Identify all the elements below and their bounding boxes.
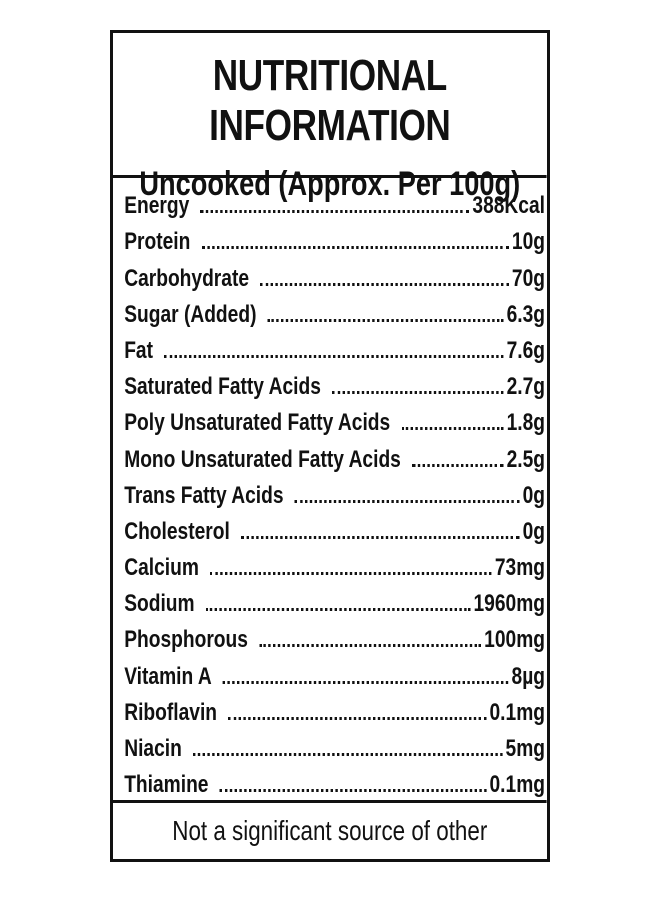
nutrient-name: Riboflavin [124,698,218,726]
dot-leader [205,608,471,612]
nutrient-row: Mono Unsaturated Fatty Acids 2.5g [124,437,546,473]
nutrient-name: Poly Unsaturated Fatty Acids [124,409,391,437]
nutrient-name: Phosphorous [124,626,248,654]
nutrient-value: 8µg [511,662,545,690]
nutrient-row: Phosphorous 100mg [124,618,546,654]
nutrient-row: Vitamin A 8µg [124,654,546,690]
dot-leader [260,282,509,286]
nutrient-row: Thiamine 0.1mg [124,763,546,799]
nutrient-value: 100mg [484,626,545,654]
nutrient-row: Trans Fatty Acids 0g [124,474,546,510]
nutrition-label: NUTRITIONAL INFORMATION Uncooked (Approx… [110,30,550,862]
nutrient-name: Niacin [124,735,182,762]
footer-note: Not a significant source of other micron… [113,800,547,859]
nutrient-row: Riboflavin 0.1mg [124,691,546,727]
nutrient-row: Carbohydrate 70g [124,256,546,292]
nutrient-name: Cholesterol [124,517,230,545]
nutrient-name: Saturated Fatty Acids [124,373,321,401]
header: NUTRITIONAL INFORMATION Uncooked (Approx… [113,33,547,203]
nutrient-name: Thiamine [124,771,209,799]
nutrient-name: Sodium [124,590,195,618]
dot-leader [259,644,481,648]
dot-leader [210,572,492,576]
dot-leader [193,753,503,756]
dot-leader [267,318,504,322]
nutrient-value: 388Kcal [472,192,545,220]
dot-leader [401,427,504,431]
dot-leader [228,716,487,720]
nutrient-name: Trans Fatty Acids [124,481,284,509]
nutrient-name: Sugar (Added) [124,300,257,328]
dot-leader [164,354,504,358]
nutrient-table: Energy 388Kcal Protein 10g Carbohydrate 70g Su… [113,178,547,800]
nutrient-name: Carbohydrate [124,264,250,292]
nutrient-row: Protein 10g [124,220,546,256]
dot-leader [332,391,504,395]
dot-leader [200,210,470,214]
nutrient-row: Cholesterol 0g [124,510,546,546]
nutrient-name: Vitamin A [124,662,212,690]
dot-leader [241,535,520,539]
nutrient-value: 0.1mg [489,698,546,726]
nutrient-value: 6.3g [506,300,545,328]
nutrient-value: 5mg [505,735,545,762]
nutrient-value: 1.8g [506,409,545,437]
nutrient-value: 0g [522,481,545,509]
label-content: NUTRITIONAL INFORMATION Uncooked (Approx… [113,33,547,859]
dot-leader [412,463,504,467]
nutrient-name: Protein [124,228,191,256]
dot-leader [201,246,509,250]
nutrient-row: Calcium 73mg [124,546,546,582]
nutrient-value: 1960mg [473,590,545,618]
nutrient-row: Energy 388Kcal [124,184,546,220]
nutrient-value: 73mg [494,554,545,582]
subtitle: Uncooked (Approx. Per 100g) [139,165,521,203]
nutrient-row: Sugar (Added) 6.3g [124,293,546,329]
title: NUTRITIONAL INFORMATION [209,51,451,150]
nutrient-value: 2.7g [506,373,545,401]
nutrient-value: 70g [511,264,545,292]
nutrient-row: Fat 7.6g [124,329,546,365]
nutrient-value: 7.6g [506,336,545,364]
nutrient-row: Niacin 5mg [124,727,546,763]
dot-leader [219,789,487,793]
nutrient-value: 0.1mg [489,771,546,799]
nutrient-row: Saturated Fatty Acids 2.7g [124,365,546,401]
nutrient-value: 0g [522,517,545,545]
nutrient-value: 10g [511,228,545,256]
nutrient-name: Calcium [124,554,199,582]
nutrient-value: 2.5g [506,445,545,473]
nutrient-name: Fat [124,336,153,364]
nutrient-name: Energy [124,192,190,220]
dot-leader [222,680,509,684]
nutrient-row: Poly Unsaturated Fatty Acids 1.8g [124,401,546,437]
nutrient-name: Mono Unsaturated Fatty Acids [124,445,401,473]
dot-leader [294,499,520,503]
nutrient-row: Sodium 1960mg [124,582,546,618]
